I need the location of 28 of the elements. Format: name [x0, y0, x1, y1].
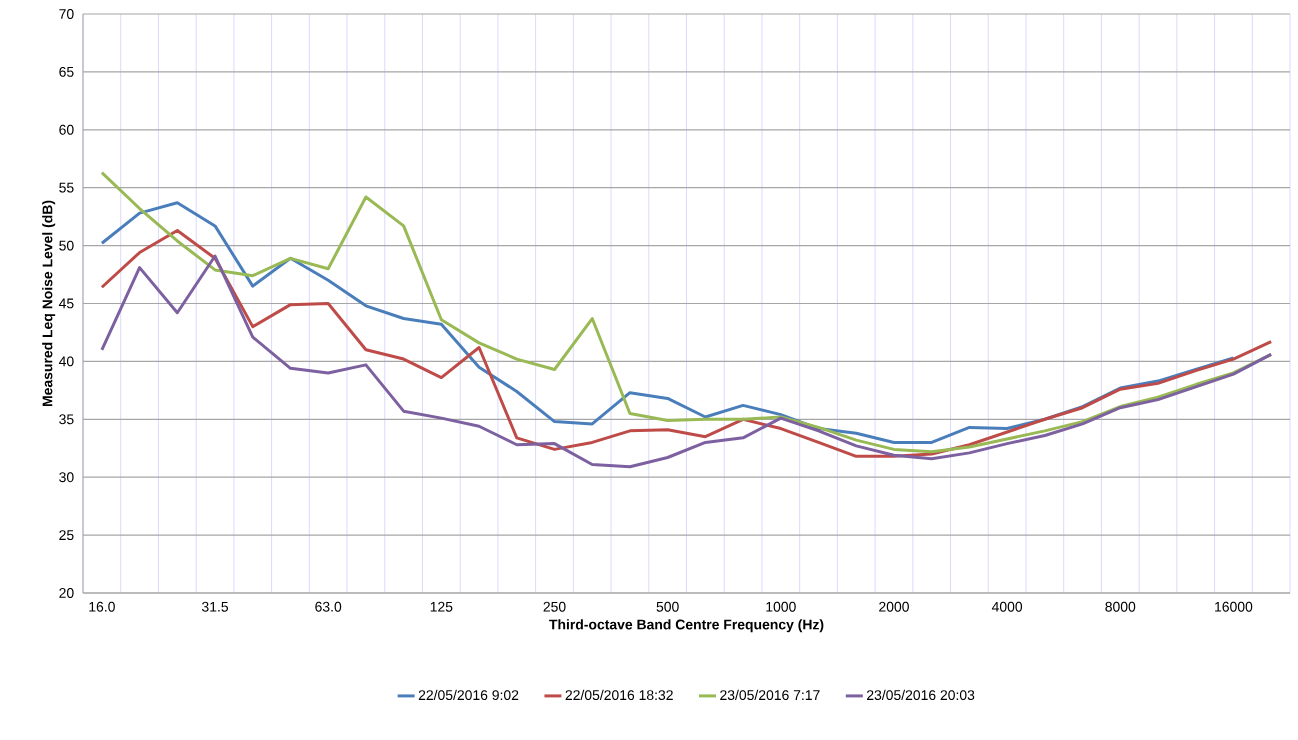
x-tick-label: 8000	[1105, 601, 1136, 612]
x-tick-label: 16.0	[89, 601, 115, 612]
x-tick-label: 1000	[766, 601, 796, 612]
y-tick-label: 70	[59, 9, 74, 19]
x-tick-label: 4000	[991, 601, 1023, 612]
x-tick-label: 250	[543, 601, 566, 612]
x-axis-title: Third-octave Band Centre Frequency (Hz)	[549, 619, 824, 633]
x-tick-label: 500	[656, 601, 679, 612]
y-tick-label: 25	[59, 530, 74, 541]
y-tick-label: 55	[59, 182, 74, 193]
y-tick-label: 35	[59, 414, 74, 425]
legend-label: 22/05/2016 9:02	[418, 689, 519, 701]
x-tick-label: 125	[430, 601, 453, 612]
legend-label: 22/05/2016 18:32	[565, 689, 673, 701]
x-tick-label: 31.5	[201, 601, 229, 612]
legend-label: 23/05/2016 7:17	[720, 689, 820, 701]
y-tick-label: 30	[59, 472, 74, 483]
y-axis-title: Measured Leq Noise Level (dB)	[42, 200, 56, 407]
y-tick-label: 65	[59, 66, 74, 77]
y-tick-label: 50	[59, 240, 74, 251]
x-tick-label: 63.0	[315, 601, 342, 612]
y-tick-label: 20	[59, 588, 74, 598]
legend-label: 23/05/2016 20:03	[867, 689, 975, 701]
y-tick-label: 45	[58, 298, 74, 309]
x-tick-label: 2000	[879, 601, 909, 612]
y-tick-label: 60	[59, 124, 74, 135]
y-tick-label: 40	[58, 356, 74, 367]
x-tick-label: 16000	[1215, 601, 1253, 612]
